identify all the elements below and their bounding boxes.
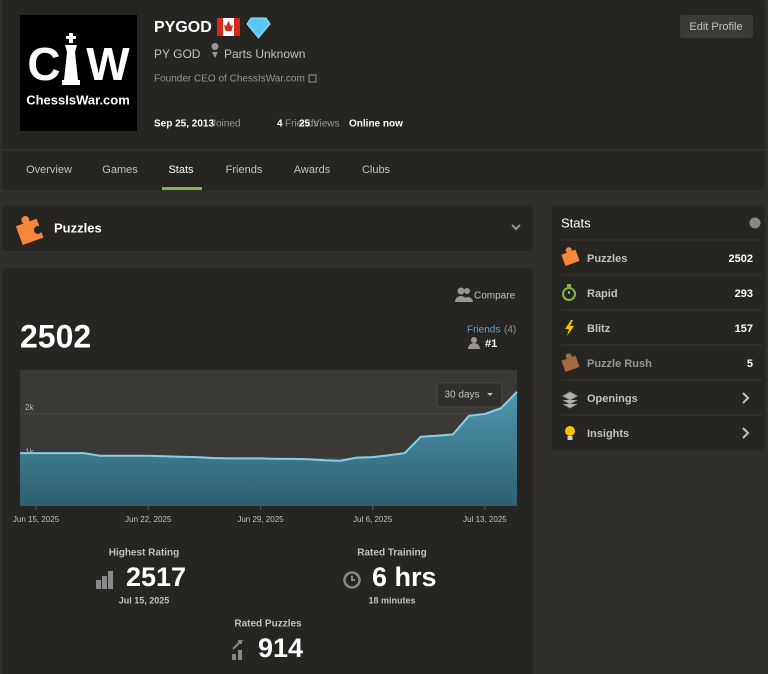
avatar [20, 15, 137, 131]
openings-arrow[interactable] [742, 392, 750, 404]
tab[interactable]: Clubs [362, 164, 391, 176]
compare-icon[interactable] [455, 287, 473, 303]
x-tick-label: Jun 29, 2025 [237, 515, 284, 524]
puzzle-icon [15, 215, 44, 246]
views-label: Views [313, 119, 340, 130]
rating-line [20, 391, 518, 462]
tab[interactable]: Awards [294, 164, 331, 176]
bio: Founder CEO of ChessIsWar.com [154, 74, 305, 85]
puzzle-rush-icon [561, 353, 580, 373]
tab[interactable]: Games [102, 164, 138, 176]
stat-value: 6 hrs [372, 562, 437, 592]
sidebar-item[interactable]: Puzzles [587, 253, 627, 265]
sidebar-value: 293 [735, 288, 753, 300]
rapid-icon [562, 284, 576, 301]
stat-detail: 18 minutes [368, 595, 415, 605]
display-name: PY GOD [154, 47, 201, 61]
sidebar-item[interactable]: Openings [587, 393, 638, 405]
area-fill [20, 391, 517, 506]
views-count: 25 [299, 119, 311, 130]
stat-value: 2517 [126, 562, 186, 592]
current-rating: 2502 [20, 318, 91, 354]
sidebar-item[interactable]: Puzzle Rush [587, 358, 652, 370]
x-tick-label: Jul 6, 2025 [353, 515, 393, 524]
avatar-logo: W [86, 38, 130, 90]
sidebar-title: Stats [561, 215, 591, 230]
active-tab-indicator [162, 187, 202, 190]
stat-value: 914 [258, 633, 303, 663]
sidebar-item[interactable]: Insights [587, 428, 629, 440]
profile-card [2, 0, 765, 190]
sidebar-item[interactable]: Rapid [587, 288, 618, 300]
period-dropdown[interactable] [436, 382, 503, 408]
edit-icon[interactable] [308, 74, 317, 83]
friends-label: Friends [285, 119, 318, 130]
help-icon[interactable] [749, 217, 761, 229]
sidebar-card [552, 206, 765, 450]
location: Parts Unknown [224, 47, 305, 61]
sidebar-item[interactable]: Blitz [587, 323, 611, 335]
openings-icon [561, 391, 579, 409]
x-tick-label: Jun 15, 2025 [13, 515, 60, 524]
online-status: Online now [349, 119, 403, 130]
tab[interactable]: Friends [226, 164, 263, 176]
friends-count: (4) [504, 325, 516, 336]
sidebar-value: 2502 [729, 253, 753, 265]
flag-icon [217, 18, 240, 36]
section-header [2, 206, 533, 251]
username: PYGOD [154, 19, 212, 36]
tab[interactable]: Stats [168, 164, 194, 176]
friends-count: 4 [277, 119, 283, 130]
sidebar-value: 5 [747, 358, 753, 370]
bars-icon [96, 571, 113, 589]
avatar-caption: ChessIsWar.com [26, 92, 130, 107]
insights-icon [565, 426, 575, 440]
user-icon [468, 337, 480, 349]
clock-icon [343, 571, 361, 589]
blitz-icon [565, 320, 574, 336]
stat-label: Highest Rating [109, 548, 180, 559]
x-tick-label: Jun 22, 2025 [125, 515, 172, 524]
dropdown-caret [487, 393, 493, 396]
stat-label: Rated Training [357, 548, 426, 559]
friends-link[interactable]: Friends [467, 325, 500, 336]
x-tick-label: Jul 13, 2025 [463, 515, 507, 524]
stat-detail: Jul 15, 2025 [119, 595, 170, 605]
sidebar-puzzle-icon [561, 247, 580, 267]
period-label[interactable]: 30 days [444, 390, 479, 401]
stat-label: Rated Puzzles [234, 619, 302, 630]
section-title: Puzzles [54, 220, 102, 235]
king-icon [62, 33, 80, 85]
diamond-icon [246, 17, 271, 39]
joined-label: Joined [211, 119, 240, 130]
y-tick-label: 2k [25, 403, 34, 412]
sidebar-value: 157 [735, 323, 753, 335]
location-icon [211, 43, 219, 58]
compare-label[interactable]: Compare [474, 291, 516, 302]
puzzles-icon [232, 640, 244, 660]
edit-profile-label[interactable]: Edit Profile [689, 21, 742, 33]
y-tick-label: 1k [25, 448, 34, 457]
collapse-chevron[interactable] [511, 224, 521, 231]
avatar-logo: C [27, 38, 60, 90]
tab[interactable]: Overview [26, 164, 72, 176]
insights-arrow[interactable] [742, 427, 750, 439]
friends-rank: #1 [485, 338, 497, 350]
joined-date: Sep 25, 2013 [154, 119, 214, 130]
edit-profile-button[interactable] [680, 15, 753, 38]
